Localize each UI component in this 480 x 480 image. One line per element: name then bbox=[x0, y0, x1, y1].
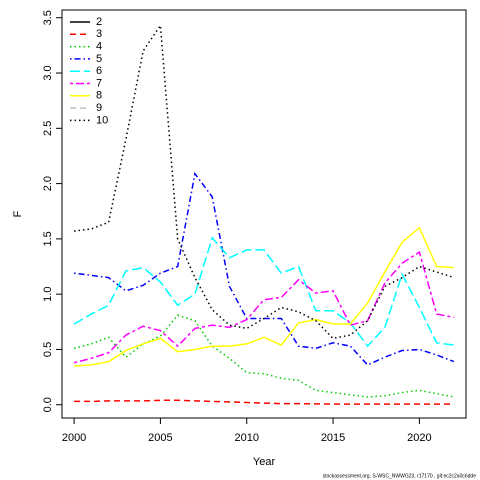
legend-label: 3 bbox=[96, 28, 102, 40]
y-tick-label: 1.5 bbox=[42, 231, 54, 246]
legend-label: 9 bbox=[96, 102, 102, 114]
series-line bbox=[73, 236, 455, 348]
series-line bbox=[73, 250, 455, 364]
x-tick-label: 2010 bbox=[234, 432, 258, 444]
x-tick-label: 2015 bbox=[321, 432, 345, 444]
x-tick-label: 2005 bbox=[148, 432, 172, 444]
x-axis-label: Year bbox=[253, 456, 276, 468]
legend-label: 10 bbox=[96, 114, 108, 126]
series-line bbox=[73, 171, 455, 366]
footer: stockassessment.org, S-WSC_NWWG23, r1717… bbox=[323, 473, 477, 479]
legend-label: 5 bbox=[96, 53, 102, 65]
y-tick-label: 2.5 bbox=[42, 121, 54, 136]
legend-label: 2 bbox=[96, 16, 102, 28]
series-line bbox=[74, 226, 454, 367]
x-tick-label: 2000 bbox=[62, 432, 86, 444]
y-tick-label: 3.5 bbox=[42, 10, 54, 25]
y-tick-label: 0.5 bbox=[42, 342, 54, 357]
series-line bbox=[73, 23, 455, 340]
y-tick-label: 3.0 bbox=[42, 65, 54, 80]
legend-label: 4 bbox=[96, 41, 102, 53]
plot-box bbox=[61, 9, 467, 419]
legend-label: 6 bbox=[96, 65, 102, 77]
series-line bbox=[73, 314, 455, 398]
y-tick-label: 0.0 bbox=[42, 397, 54, 412]
x-tick-label: 2020 bbox=[407, 432, 431, 444]
y-tick-label: 1.0 bbox=[42, 287, 54, 302]
series-line bbox=[74, 399, 454, 405]
y-axis-label: F bbox=[12, 210, 24, 217]
legend-label: 7 bbox=[96, 77, 102, 89]
y-tick-label: 2.0 bbox=[42, 176, 54, 191]
legend-label: 8 bbox=[96, 90, 102, 102]
